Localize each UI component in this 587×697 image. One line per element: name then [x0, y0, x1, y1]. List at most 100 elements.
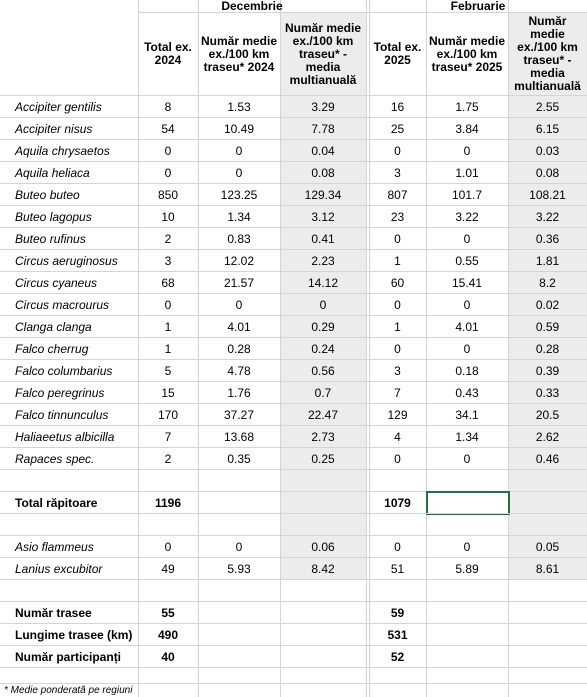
cell: 59 [390, 605, 405, 620]
cell: 55 [161, 605, 175, 620]
cell: 0 [394, 539, 401, 554]
row-label: Falco peregrinus [15, 385, 105, 400]
cell: 1 [164, 341, 172, 356]
row-label: Total răpitoare [15, 495, 98, 510]
cell: 0 [235, 143, 243, 158]
cell: 3 [394, 165, 401, 180]
cell: 1.34 [227, 209, 251, 224]
cell: 2.55 [535, 99, 560, 114]
cell: 2.23 [311, 253, 335, 268]
cell: 170 [157, 407, 179, 422]
cell: 0.35 [227, 451, 251, 466]
cell: 3 [394, 363, 401, 378]
cell: 0 [463, 341, 471, 356]
cell: 7 [394, 385, 401, 400]
cell: 15.41 [451, 275, 483, 290]
grid-line [426, 0, 427, 697]
grid-line [0, 227, 587, 228]
row-label: Falco tinnunculus [15, 407, 109, 422]
cell: 3 [164, 253, 172, 268]
row-label: Număr participanți [15, 649, 122, 664]
cell: 4.01 [227, 319, 251, 334]
cell: 129 [387, 407, 408, 422]
cell: 1.76 [227, 385, 251, 400]
grid-line [0, 557, 587, 558]
column-header: Număr medie ex./100 km traseu* - media m… [514, 14, 581, 93]
grid-line [0, 359, 587, 360]
cell: 0.39 [535, 363, 560, 378]
column-header: Total ex. 2025 [373, 40, 422, 67]
cell: 4 [394, 429, 401, 444]
cell: 129.34 [304, 187, 342, 202]
cell: 0.05 [535, 539, 560, 554]
grid-line [0, 513, 587, 514]
cell: 0 [463, 297, 471, 312]
grid-line [0, 425, 587, 426]
column-header: Total ex. 2024 [144, 40, 192, 67]
grid-line [0, 623, 587, 624]
row-label: Circus cyaneus [15, 275, 98, 290]
cell: 1.01 [455, 165, 479, 180]
row-label: Buteo rufinus [15, 231, 86, 246]
row-label: Buteo buteo [15, 187, 80, 202]
cell: 0 [463, 143, 471, 158]
cell: 3.84 [455, 121, 479, 136]
cell: 25 [390, 121, 405, 136]
grid-line [0, 579, 587, 580]
grid-line [0, 95, 587, 96]
cell: 1.81 [535, 253, 560, 268]
cell: 2 [164, 451, 172, 466]
grid-line [198, 0, 199, 697]
row-label: Circus aeruginosus [15, 253, 118, 268]
cell: 807 [387, 187, 408, 202]
grid-line [0, 161, 587, 162]
grid-line [0, 315, 587, 316]
grid-line [0, 447, 587, 448]
column-header: Număr medie ex./100 km traseu* 2025 [428, 33, 506, 74]
cell: 8.61 [535, 561, 560, 576]
cell: 0.56 [311, 363, 335, 378]
cell: 2 [164, 231, 172, 246]
grid-line [0, 271, 587, 272]
cell: 2.73 [311, 429, 335, 444]
grid-line [366, 0, 367, 697]
cell: 123.25 [220, 187, 258, 202]
cell: 0.28 [227, 341, 251, 356]
grid-line [0, 381, 587, 382]
row-label: Falco columbarius [15, 363, 113, 378]
grid-line [0, 139, 587, 140]
cell: 3.22 [535, 209, 560, 224]
cell: 850 [157, 187, 179, 202]
row-label: Lanius excubitor [15, 561, 103, 576]
cell: 6.15 [535, 121, 560, 136]
grid-line [369, 0, 370, 697]
cell: 0.08 [311, 165, 335, 180]
cell: 49 [161, 561, 175, 576]
cell: 0 [164, 539, 172, 554]
cell: 0 [394, 143, 401, 158]
cell: 12.02 [223, 253, 255, 268]
cell: 15 [161, 385, 175, 400]
cell: 0.25 [311, 451, 335, 466]
cell: 490 [157, 627, 179, 642]
cell: 0.24 [311, 341, 335, 356]
grid-line [0, 117, 587, 118]
row-label: Accipiter nisus [15, 121, 93, 136]
grid-line [0, 683, 587, 684]
cell: 22.47 [307, 407, 339, 422]
cell: 0.83 [227, 231, 251, 246]
cell: 16 [390, 99, 405, 114]
cell: 0.08 [535, 165, 560, 180]
cell: 0.41 [311, 231, 335, 246]
cell: 0 [463, 451, 471, 466]
cell: 108.21 [529, 187, 566, 202]
grid-line [138, 0, 139, 697]
cell: 8.2 [539, 275, 556, 290]
cell: 0.02 [535, 297, 560, 312]
row-label: Haliaeetus albicilla [15, 429, 115, 444]
cell: 1 [394, 253, 401, 268]
cell: 0.59 [535, 319, 560, 334]
cell: 4.01 [455, 319, 479, 334]
cell: 5.89 [455, 561, 479, 576]
grid-line [0, 205, 587, 206]
